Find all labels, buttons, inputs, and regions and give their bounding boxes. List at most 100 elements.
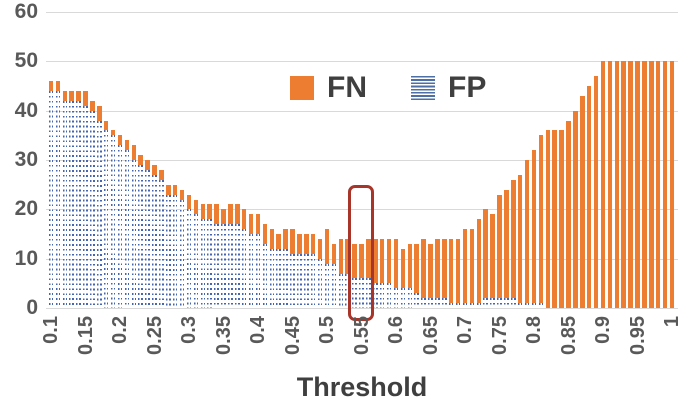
fp-bar — [97, 120, 102, 308]
y-tick-label: 30 — [14, 148, 38, 171]
fn-bar — [545, 130, 551, 308]
fp-bar — [152, 174, 157, 308]
fn-bar — [97, 105, 102, 121]
fp-bar — [407, 288, 413, 308]
fp-bar — [145, 169, 150, 308]
x-tick-label: 0.55 — [350, 316, 373, 355]
fn-bar — [207, 204, 212, 220]
fn-bar — [131, 145, 137, 160]
fn-bar — [421, 238, 426, 299]
fp-bar — [414, 293, 419, 308]
fp-bar — [448, 303, 454, 308]
fp-bar — [248, 234, 254, 308]
fp-bar — [400, 288, 406, 308]
fp-bar — [159, 179, 164, 308]
fn-bar — [600, 61, 606, 308]
fp-bar — [166, 194, 171, 308]
fn-bar — [138, 155, 143, 165]
fp-bar — [359, 278, 364, 308]
fn-bar — [55, 81, 61, 91]
fn-bar — [172, 184, 178, 195]
x-tick-label: 0.25 — [143, 316, 166, 355]
fp-bar — [462, 303, 468, 308]
fp-bar — [262, 243, 268, 308]
fn-bar — [442, 238, 447, 299]
x-tick-label: 1 — [661, 316, 683, 328]
fp-bar — [221, 224, 226, 308]
fp-bar — [386, 283, 392, 308]
fp-bar — [497, 298, 502, 308]
fn-bar — [586, 86, 592, 308]
fp-bar — [324, 263, 330, 308]
fn-bar — [504, 189, 509, 299]
x-tick-label: 0.75 — [488, 316, 511, 355]
fp-bar — [483, 298, 488, 308]
x-tick-label: 0.6 — [385, 316, 407, 344]
fn-bar — [531, 150, 537, 304]
fn-bar — [276, 234, 281, 249]
fp-bar — [131, 160, 137, 308]
fp-bar — [517, 303, 523, 308]
fp-bar — [331, 263, 337, 308]
fn-bar — [414, 243, 419, 294]
fn-bar — [359, 243, 364, 279]
fn-bar — [559, 130, 564, 308]
fn-bar — [655, 61, 661, 308]
fn-bar — [566, 120, 571, 308]
fp-bar — [55, 90, 61, 308]
legend: FN FP — [290, 71, 486, 105]
fn-bar — [297, 234, 302, 254]
fn-bar — [235, 204, 240, 225]
highlight-rect — [347, 184, 375, 322]
fn-bar — [338, 239, 344, 274]
fn-legend-swatch — [290, 76, 314, 100]
fp-bar — [69, 100, 74, 308]
gridline — [46, 110, 678, 112]
fn-bar — [221, 209, 226, 225]
fn-bar — [469, 229, 475, 304]
fp-bar — [352, 278, 357, 308]
fn-bar — [110, 130, 116, 136]
fn-bar — [428, 243, 433, 299]
fp-bar — [200, 219, 206, 308]
x-tick-label: 0.7 — [454, 316, 476, 344]
fp-bar — [373, 283, 378, 308]
fn-bar — [159, 169, 164, 180]
fn-bar — [366, 238, 371, 279]
fp-bar — [531, 303, 537, 308]
fn-bar — [497, 194, 502, 299]
fp-bar — [241, 229, 247, 308]
fn-bar — [179, 189, 185, 200]
gridline — [46, 308, 678, 309]
fp-bar — [172, 194, 178, 308]
fn-bar — [69, 90, 74, 101]
fn-bar — [669, 61, 675, 308]
fn-bar — [117, 135, 123, 146]
fp-bar — [310, 253, 316, 308]
fp-bar — [297, 253, 302, 308]
fp-bar — [428, 298, 433, 308]
fp-bar — [276, 248, 281, 308]
fn-bar — [614, 61, 620, 308]
fp-bar — [207, 219, 212, 308]
fn-bar — [145, 160, 150, 170]
fn-bar — [607, 61, 613, 308]
fn-bar — [48, 81, 54, 91]
fn-bar — [462, 229, 468, 304]
y-tick-label: 10 — [14, 246, 38, 270]
fn-bar — [166, 184, 171, 195]
fn-bar — [214, 204, 219, 225]
x-tick-label: 0.2 — [109, 316, 131, 344]
fp-bar — [524, 303, 530, 308]
fn-bar — [186, 194, 192, 210]
fn-bar — [124, 140, 130, 151]
fp-bar — [393, 288, 399, 308]
fn-bar — [483, 209, 488, 299]
fn-bar — [400, 248, 406, 289]
fn-bar — [352, 243, 357, 279]
fp-bar — [235, 224, 240, 308]
fn-bar — [593, 76, 599, 308]
fn-bar — [76, 90, 81, 101]
fp-bar — [490, 298, 495, 308]
